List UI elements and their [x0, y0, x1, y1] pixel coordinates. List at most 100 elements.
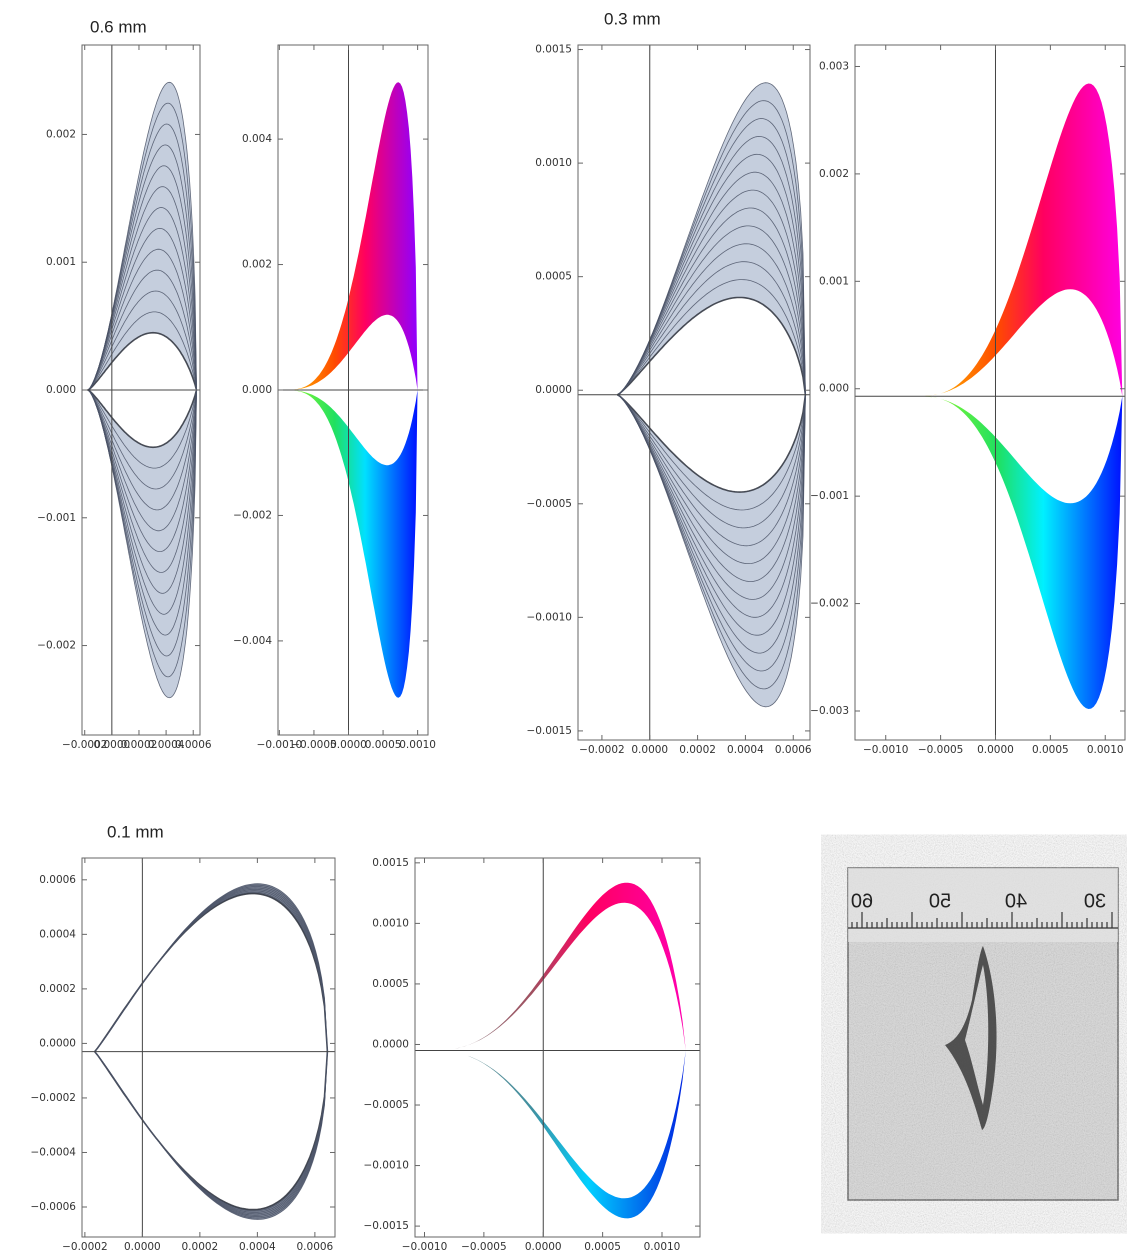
contour-line: [617, 394, 806, 511]
y-tick-label: −0.001: [810, 490, 849, 502]
contour-line: [617, 279, 806, 396]
y-tick-label: 0.001: [46, 256, 76, 268]
plot-area: [279, 82, 418, 698]
x-tick-label: 0.0005: [365, 739, 402, 751]
y-tick-label: −0.002: [810, 598, 849, 610]
y-tick-label: −0.002: [233, 509, 272, 521]
contour-line: [617, 394, 806, 564]
ruler-label: 60: [851, 890, 873, 912]
contour-line: [87, 389, 197, 490]
panel: 0.6 mm 0.002 0.001 0.000 −0.001 −0.002 −0.0002…: [37, 17, 212, 751]
y-tick-label: −0.0002: [30, 1092, 76, 1104]
x-tick-label: 0.0000: [93, 739, 130, 751]
y-tick-label: 0.000: [46, 384, 76, 396]
contour-line: [87, 389, 198, 449]
contour-line: [87, 389, 197, 699]
panel: 0.004 0.002 0.000 −0.002 −0.004 −0.0010−0.000…: [233, 44, 436, 751]
y-tick-label: 0.003: [819, 60, 849, 72]
panel: 0.0015 0.0010 0.0005 0.0000 −0.0005 −0.0010 −0…: [363, 857, 701, 1253]
frame: [81, 857, 336, 1238]
x-tick-label: −0.0005: [291, 739, 337, 751]
x-tick-label: 0.0010: [1087, 744, 1124, 756]
x-tick-label: 0.0000: [977, 744, 1014, 756]
x-tick-label: 0.0006: [175, 739, 212, 751]
contour-line: [617, 394, 806, 547]
y-tick-label: 0.001: [819, 275, 849, 287]
contour-line: [87, 389, 197, 553]
y-tick-label: 0.002: [819, 168, 849, 180]
x-tick-label: −0.0002: [579, 744, 625, 756]
y-tick-label: −0.004: [233, 635, 272, 647]
panel-title: 0.3 mm: [604, 9, 661, 28]
contour-line: [616, 296, 807, 396]
contour-line: [87, 290, 197, 391]
panel: 0.003 0.002 0.001 0.000 −0.001 −0.002 −0.003 −0…: [810, 44, 1126, 756]
y-tick-label: 0.0010: [535, 157, 572, 169]
x-tick-label: 0.0002: [121, 739, 158, 751]
y-tick-label: 0.000: [819, 383, 849, 395]
x-tick-label: 0.0005: [1032, 744, 1069, 756]
x-tick-label: −0.0010: [257, 739, 303, 751]
ruler-label: 50: [929, 890, 951, 912]
band-lower: [279, 390, 418, 698]
contour-line: [87, 227, 197, 391]
y-tick-label: −0.0004: [30, 1146, 76, 1158]
contour-line: [617, 394, 806, 582]
x-tick-label: 0.0006: [775, 744, 812, 756]
band-lower: [429, 1050, 686, 1219]
x-tick-label: 0.0010: [399, 739, 436, 751]
y-tick-label: −0.0010: [363, 1160, 409, 1172]
contour-line: [617, 82, 806, 396]
y-tick-label: 0.0015: [535, 44, 572, 56]
y-tick-label: 0.0005: [372, 978, 409, 990]
contour-line: [617, 189, 806, 396]
x-tick-label: −0.0005: [918, 744, 964, 756]
y-tick-label: 0.0000: [535, 384, 572, 396]
y-tick-label: 0.0015: [372, 857, 409, 869]
contour-line: [87, 81, 197, 391]
y-tick-label: −0.0015: [363, 1220, 409, 1232]
band-upper: [914, 83, 1123, 397]
x-tick-label: 0.0000: [330, 739, 367, 751]
x-tick-label: 0.0010: [644, 1241, 681, 1253]
panel: 0.3 mm 0.0015 0.0010 0.0005 0.0000 −0.0005 −0.…: [526, 9, 811, 756]
contour-line: [87, 311, 197, 391]
x-tick-label: −0.0005: [461, 1241, 507, 1253]
x-tick-label: 0.0004: [148, 739, 185, 751]
x-tick-label: 0.0004: [239, 1241, 276, 1253]
contour-line: [617, 394, 806, 529]
y-tick-label: 0.0006: [39, 874, 76, 886]
y-tick-label: 0.002: [46, 128, 76, 140]
x-tick-label: 0.0000: [525, 1241, 562, 1253]
contour-line: [617, 394, 806, 708]
y-tick-label: −0.0005: [363, 1099, 409, 1111]
y-tick-label: 0.000: [242, 384, 272, 396]
photo: [847, 867, 1119, 1201]
plot-area: [914, 83, 1123, 709]
contour-line: [87, 389, 197, 469]
frame: [414, 857, 701, 1238]
y-tick-label: −0.001: [37, 512, 76, 524]
y-tick-label: −0.003: [810, 705, 849, 717]
band-lower: [914, 396, 1123, 709]
x-tick-label: −0.0002: [62, 739, 108, 751]
ruler-label: 30: [1084, 890, 1106, 912]
panel-title: 0.1 mm: [107, 822, 164, 841]
y-tick-label: −0.002: [37, 640, 76, 652]
contour-line: [87, 331, 198, 391]
y-tick-label: 0.0000: [372, 1038, 409, 1050]
y-tick-label: 0.0002: [39, 983, 76, 995]
band-upper: [279, 82, 418, 391]
contour-line: [87, 269, 197, 391]
y-tick-label: 0.0000: [39, 1037, 76, 1049]
x-tick-label: −0.0010: [863, 744, 909, 756]
x-tick-label: −0.0010: [402, 1241, 448, 1253]
x-tick-label: 0.0005: [584, 1241, 621, 1253]
contour-line: [87, 207, 197, 391]
x-tick-label: 0.0002: [679, 744, 716, 756]
contour-line: [617, 394, 806, 600]
panel: 0.1 mm 0.0006 0.0004 0.0002 0.0000 −0.0002 −0.…: [30, 822, 336, 1253]
band-upper: [429, 882, 686, 1051]
contour-line: [87, 389, 197, 532]
frame: [854, 44, 1126, 741]
